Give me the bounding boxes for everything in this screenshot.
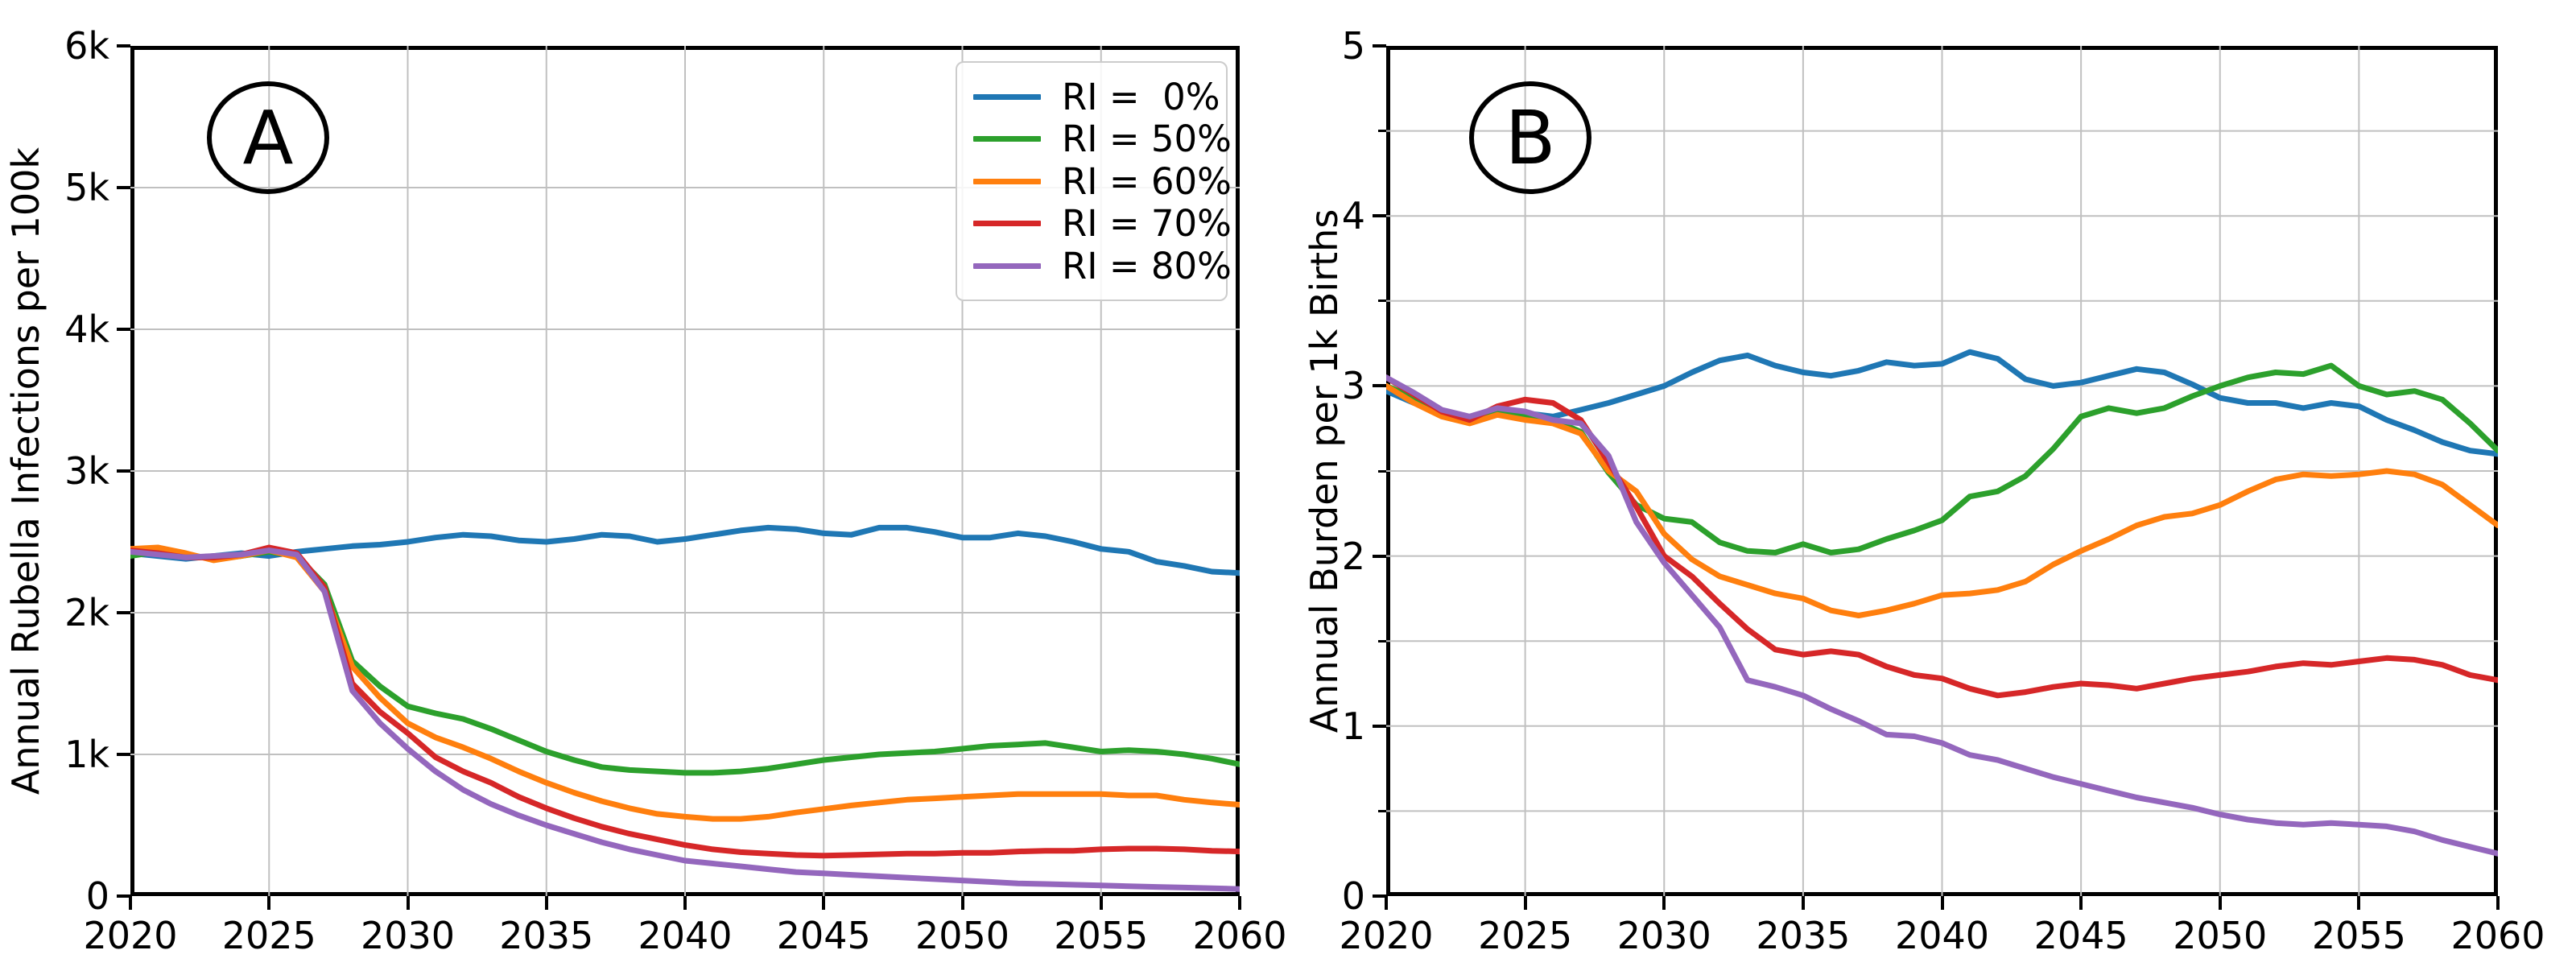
y-tick-label: 0: [85, 874, 109, 918]
x-tick-mark: [1940, 896, 1944, 910]
y-tick-mark: [117, 44, 130, 48]
x-tick-mark: [1523, 896, 1527, 910]
legend-line-swatch: [973, 221, 1041, 226]
y-tick-label: 1: [1341, 704, 1365, 748]
x-tick-label: 2035: [1756, 914, 1851, 957]
x-tick-label: 2020: [83, 914, 178, 957]
x-tick-label: 2040: [1894, 914, 1990, 957]
x-tick-mark: [822, 896, 826, 910]
y-tick-mark: [1373, 894, 1386, 898]
x-tick-mark: [544, 896, 548, 910]
y-tick-label: 1k: [64, 733, 109, 776]
y-tick-mark: [1373, 44, 1386, 48]
y-tick-label: 6k: [64, 24, 109, 68]
x-tick-label: 2045: [2033, 914, 2128, 957]
legend-label: RI = 70%: [1062, 202, 1232, 245]
legend-line-swatch: [973, 136, 1041, 142]
y-tick-mark: [1373, 384, 1386, 388]
y-minor-tick-mark: [1378, 639, 1386, 642]
x-tick-mark: [960, 896, 964, 910]
x-tick-mark: [1801, 896, 1805, 910]
x-tick-mark: [2357, 896, 2361, 910]
y-tick-label: 2: [1341, 534, 1365, 578]
series-ri-80: [130, 547, 1240, 892]
legend-entry-ri-80: RI = 80%: [973, 245, 1232, 287]
x-tick-label: 2060: [2450, 914, 2545, 957]
chart-a: [130, 46, 1240, 896]
y-tick-label: 4: [1341, 194, 1365, 238]
panel-letter-b: B: [1469, 81, 1591, 194]
y-tick-label: 5: [1341, 24, 1365, 68]
legend-label: RI = 50%: [1062, 118, 1232, 160]
x-tick-label: 2040: [638, 914, 733, 957]
y-tick-mark: [117, 328, 130, 331]
x-tick-mark: [2218, 896, 2222, 910]
x-tick-label: 2030: [360, 914, 456, 957]
y-tick-label: 5k: [64, 166, 109, 209]
x-tick-label: 2025: [1478, 914, 1573, 957]
y-tick-mark: [117, 894, 130, 898]
y-minor-tick-mark: [1378, 130, 1386, 133]
panel-letter-b-text: B: [1505, 94, 1556, 181]
x-tick-label: 2045: [776, 914, 871, 957]
x-tick-label: 2050: [2173, 914, 2268, 957]
x-tick-label: 2055: [1054, 914, 1149, 957]
legend-label: RI = 80%: [1062, 244, 1232, 287]
legend-entry-ri-50: RI = 50%: [973, 118, 1232, 160]
y-tick-label: 4k: [64, 308, 109, 351]
panel-letter-a: A: [207, 81, 329, 194]
legend-entry-ri-70: RI = 70%: [973, 202, 1232, 245]
y-tick-mark: [1373, 214, 1386, 218]
x-tick-mark: [1238, 896, 1241, 910]
x-tick-label: 2055: [2311, 914, 2406, 957]
y-tick-mark: [117, 611, 130, 614]
y-tick-label: 0: [1341, 874, 1365, 918]
legend-line-swatch: [973, 93, 1041, 100]
x-tick-mark: [1662, 896, 1666, 910]
y-tick-mark: [117, 753, 130, 756]
y-minor-tick-mark: [1378, 300, 1386, 303]
series-ri-0: [130, 524, 1240, 576]
legend: RI = 0% RI = 50% RI = 60% RI = 70% RI = 80%: [956, 61, 1232, 301]
x-tick-mark: [1099, 896, 1103, 910]
x-tick-mark: [2496, 896, 2500, 910]
legend-label: RI = 0%: [1062, 75, 1220, 118]
series-ri-60: [1386, 382, 2498, 618]
x-tick-mark: [1385, 896, 1388, 910]
legend-entry-ri-0: RI = 0%: [973, 76, 1220, 118]
x-tick-mark: [129, 896, 132, 910]
y-axis-label-a: Annual Rubella Infections per 100k: [4, 147, 47, 795]
y-tick-label: 3: [1341, 364, 1365, 408]
legend-line-swatch: [973, 262, 1041, 269]
x-tick-label: 2035: [499, 914, 594, 957]
legend-label: RI = 60%: [1062, 159, 1232, 203]
x-tick-label: 2025: [221, 914, 316, 957]
x-tick-label: 2060: [1192, 914, 1287, 957]
x-tick-mark: [2079, 896, 2083, 910]
y-tick-mark: [1373, 724, 1386, 728]
y-tick-mark: [117, 469, 130, 473]
series-ri-70: [1386, 374, 2498, 699]
y-minor-tick-mark: [1378, 809, 1386, 812]
y-axis-label-b: Annual Burden per 1k Births: [1302, 209, 1346, 733]
y-tick-label: 3k: [64, 449, 109, 493]
x-tick-mark: [683, 896, 687, 910]
panel-letter-a-text: A: [242, 94, 294, 181]
x-tick-label: 2030: [1616, 914, 1711, 957]
y-minor-tick-mark: [1378, 469, 1386, 473]
legend-entry-ri-60: RI = 60%: [973, 160, 1232, 203]
series-ri-80: [1386, 374, 2498, 857]
x-tick-label: 2020: [1339, 914, 1434, 957]
x-tick-mark: [406, 896, 410, 910]
y-tick-label: 2k: [64, 591, 109, 634]
x-tick-mark: [267, 896, 271, 910]
x-tick-label: 2050: [914, 914, 1010, 957]
legend-line-swatch: [973, 178, 1041, 184]
y-tick-mark: [1373, 554, 1386, 558]
y-tick-mark: [117, 186, 130, 189]
